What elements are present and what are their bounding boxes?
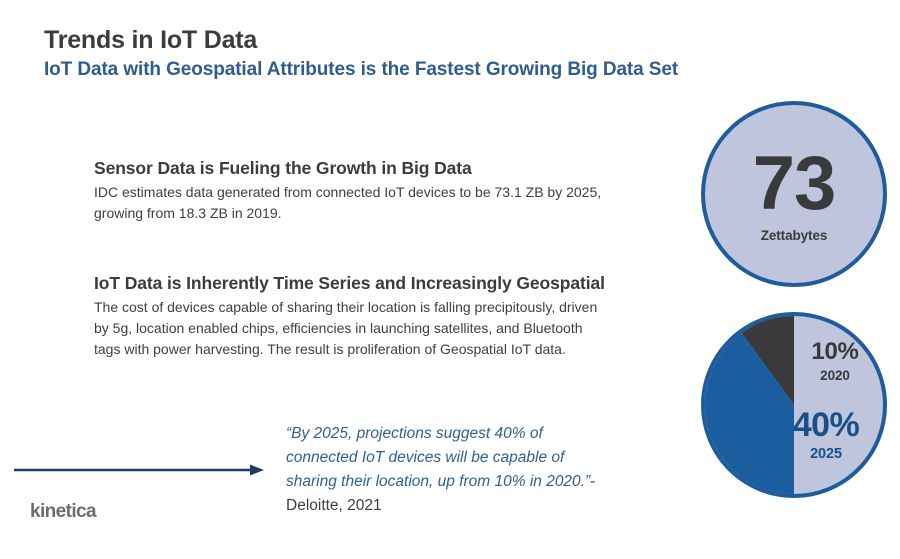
quote-text: “By 2025, projections suggest 40% of con… — [286, 422, 616, 518]
block-heading-geospatial: IoT Data is Inherently Time Series and I… — [94, 273, 605, 293]
pie-slice-2020 — [741, 316, 794, 405]
pie-label-2020-value: 10% — [811, 338, 859, 365]
block-heading-sensor-data: Sensor Data is Fueling the Growth in Big… — [94, 158, 472, 178]
page-subtitle: IoT Data with Geospatial Attributes is t… — [44, 58, 679, 80]
pie-chart: 10% 2020 40% 2025 — [701, 312, 887, 498]
pie-label-2020-year: 2020 — [820, 368, 850, 383]
quote-block: “By 2025, projections suggest 40% of con… — [286, 422, 616, 518]
pie-label-2025-value: 40% — [792, 406, 860, 444]
quote-body: “By 2025, projections suggest 40% of con… — [286, 425, 591, 491]
quote-attribution: - Deloitte, 2021 — [286, 473, 596, 515]
pie-label-2020: 10% 2020 — [797, 340, 873, 383]
content-block-geospatial: IoT Data is Inherently Time Series and I… — [94, 272, 654, 361]
pie-chart-svg — [701, 312, 887, 498]
block-body-geospatial: The cost of devices capable of sharing t… — [94, 298, 598, 358]
kinetica-logo-text: kinetica — [30, 500, 97, 522]
pie-label-2025: 40% 2025 — [771, 408, 881, 462]
arrow-right-icon — [14, 464, 264, 476]
pie-label-2025-year: 2025 — [810, 446, 842, 462]
content-block-sensor-data: Sensor Data is Fueling the Growth in Big… — [94, 157, 654, 224]
pie-slice-2025 — [705, 333, 794, 494]
stat-circle-unit: Zettabytes — [760, 228, 828, 244]
stat-circle-zettabytes: 73 Zettabytes — [701, 101, 887, 287]
page-title: Trends in IoT Data — [44, 26, 258, 54]
kinetica-logo: kinetica — [30, 500, 97, 522]
stat-circle-value: 73 — [752, 140, 837, 226]
block-body-sensor-data: IDC estimates data generated from connec… — [94, 183, 602, 222]
slide-header: Trends in IoT Data IoT Data with Geospat… — [44, 26, 804, 80]
